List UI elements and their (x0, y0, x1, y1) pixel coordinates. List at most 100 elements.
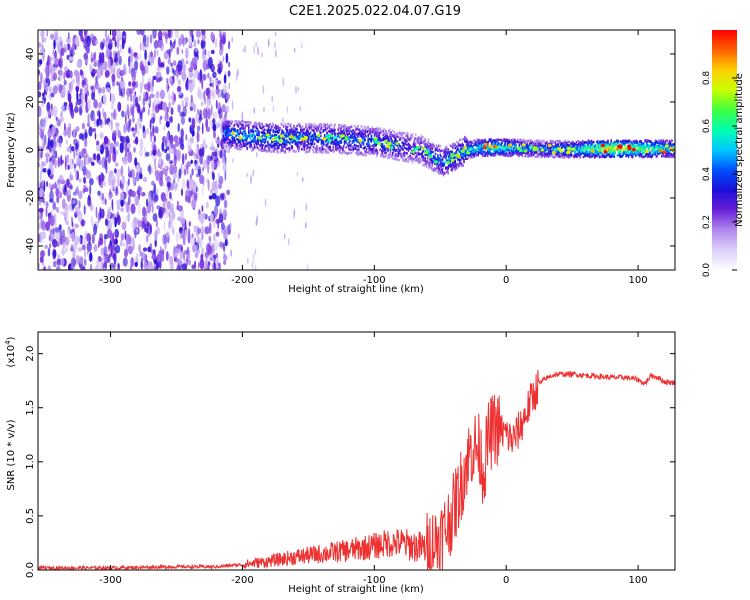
track-cell (275, 143, 278, 147)
noise-speck (141, 67, 146, 76)
noise-speck (188, 79, 193, 84)
track-cell (297, 147, 299, 150)
noise-speck (222, 209, 228, 219)
track-cell (349, 152, 351, 155)
track-cell (464, 155, 467, 158)
track-cell (452, 146, 454, 149)
noise-speck (89, 177, 94, 186)
noise-speck (41, 162, 47, 167)
noise-speck (157, 103, 163, 110)
track-cell (306, 146, 309, 150)
noise-speck (64, 183, 67, 193)
track-cell (417, 136, 419, 140)
noise-speck (130, 257, 134, 268)
track-cell (432, 145, 434, 148)
noise-speck (212, 123, 217, 132)
track-cell (366, 142, 369, 146)
track-cell (546, 155, 548, 158)
noise-speck (200, 253, 204, 261)
track-cell (477, 153, 479, 157)
track-cell (228, 129, 230, 132)
noise-speck (119, 192, 125, 201)
track-cell (454, 159, 457, 163)
track-cell (552, 147, 555, 151)
noise-speck (116, 200, 120, 205)
noise-speck (142, 106, 146, 113)
track-cell (223, 131, 225, 134)
noise-speck (103, 135, 109, 145)
track-cell (226, 128, 229, 132)
track-cell (343, 150, 346, 153)
track-cell (430, 161, 432, 164)
noise-speck (141, 190, 143, 197)
track-cell (338, 126, 340, 129)
track-cell (249, 141, 252, 144)
track-cell (538, 145, 540, 148)
noise-speck (210, 257, 215, 262)
track-cell (550, 143, 552, 146)
track-cell (513, 152, 515, 155)
track-cell (509, 154, 512, 157)
track-cell (360, 145, 362, 149)
track-cell (259, 144, 261, 147)
noise-speck (215, 231, 220, 237)
noise-speck (135, 96, 139, 108)
track-cell (395, 153, 397, 156)
track-cell (369, 151, 372, 155)
track-cell (562, 144, 564, 147)
track-cell (410, 151, 412, 155)
track-cell (537, 155, 540, 158)
track-cell (292, 130, 294, 133)
track-cell (339, 141, 341, 144)
track-cell (263, 134, 266, 138)
track-cell (401, 155, 404, 158)
noise-speck (132, 132, 136, 138)
track-cell (437, 162, 439, 165)
track-cell (361, 141, 363, 144)
noise-speck (184, 249, 190, 255)
noise-speck (164, 112, 169, 123)
noise-speck (302, 176, 304, 183)
noise-speck (40, 218, 44, 230)
track-cell (284, 122, 286, 126)
track-cell (375, 144, 377, 147)
track-cell (533, 151, 536, 154)
track-cell (399, 136, 402, 140)
track-cell (311, 134, 313, 137)
noise-speck (177, 172, 180, 183)
track-cell (306, 144, 309, 147)
track-cell (567, 145, 570, 148)
noise-speck (155, 71, 158, 80)
track-cell (467, 156, 469, 159)
noise-speck (218, 175, 224, 185)
track-cell (482, 149, 484, 152)
noise-speck (226, 189, 231, 196)
track-cell (254, 135, 256, 139)
track-cell (426, 141, 429, 144)
track-cell (390, 131, 392, 134)
track-cell (273, 134, 275, 137)
track-cell (423, 163, 426, 166)
noise-speck (128, 189, 134, 197)
track-cell (292, 134, 294, 137)
track-cell (339, 124, 341, 127)
track-cell (316, 147, 318, 150)
noise-speck (152, 30, 157, 39)
track-cell (354, 143, 356, 147)
track-cell (489, 148, 491, 152)
noise-speck (101, 86, 106, 94)
noise-speck (193, 225, 197, 232)
track-cell (442, 172, 445, 176)
noise-speck (108, 174, 112, 186)
track-cell (369, 128, 372, 131)
track-cell (403, 153, 405, 156)
noise-speck (177, 104, 181, 113)
noise-speck (186, 163, 189, 171)
track-cell (392, 135, 395, 139)
noise-speck (196, 130, 199, 143)
track-cell (255, 145, 257, 149)
noise-speck (168, 220, 171, 230)
noise-speck (148, 163, 152, 176)
noise-speck (45, 76, 48, 84)
track-cell (489, 147, 491, 150)
